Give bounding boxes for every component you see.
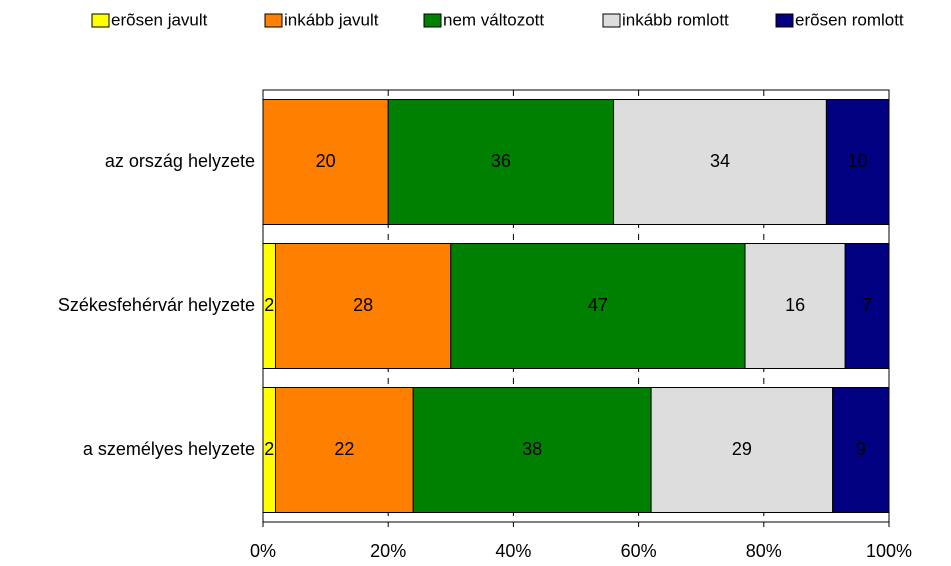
x-tick-label: 60% — [621, 541, 657, 561]
value-label: 10 — [848, 151, 868, 171]
legend-label: erõsen romlott — [795, 10, 904, 29]
value-label: 38 — [522, 439, 542, 459]
bar-segment — [744, 243, 846, 369]
legend-swatch — [775, 13, 794, 28]
value-label: 22 — [334, 439, 354, 459]
value-label: 9 — [856, 439, 866, 459]
bar-segment — [450, 243, 746, 369]
legend-swatch — [91, 13, 110, 28]
legend-label: inkább romlott — [622, 10, 729, 29]
value-label: 36 — [491, 151, 511, 171]
plot-frame — [262, 89, 890, 523]
category-label: Székesfehérvár helyzete — [58, 295, 255, 315]
legend-swatch — [264, 13, 283, 28]
x-tick-label: 0% — [250, 541, 276, 561]
legend: erõsen javult inkább javult nem változott i… — [91, 10, 904, 29]
bar-segment — [275, 387, 414, 513]
bar-segment — [825, 99, 890, 225]
value-label: 47 — [588, 295, 608, 315]
legend-label: inkább javult — [284, 10, 379, 29]
x-tick-label: 100% — [866, 541, 912, 561]
bar-segment — [412, 387, 652, 513]
legend-label: erõsen javult — [111, 10, 208, 29]
value-label: 16 — [785, 295, 805, 315]
value-label: 2 — [264, 439, 274, 459]
value-label: 20 — [316, 151, 336, 171]
value-label: 29 — [732, 439, 752, 459]
bar-segment — [275, 243, 452, 369]
bar-segment — [650, 387, 834, 513]
legend-label: nem változott — [443, 10, 544, 29]
category-label: a személyes helyzete — [83, 439, 255, 459]
value-label: 2 — [264, 295, 274, 315]
category-label: az ország helyzete — [105, 151, 255, 171]
value-label: 34 — [710, 151, 730, 171]
x-tick-label: 80% — [746, 541, 782, 561]
x-tick-label: 40% — [495, 541, 531, 561]
bar-segment — [262, 99, 389, 225]
x-tick-label: 20% — [370, 541, 406, 561]
bar-segment — [832, 387, 890, 513]
value-label: 7 — [862, 295, 872, 315]
bar-segment — [387, 99, 615, 225]
bar-segment — [613, 99, 827, 225]
legend-swatch — [423, 13, 442, 28]
legend-swatch — [602, 13, 621, 28]
value-label: 28 — [353, 295, 373, 315]
